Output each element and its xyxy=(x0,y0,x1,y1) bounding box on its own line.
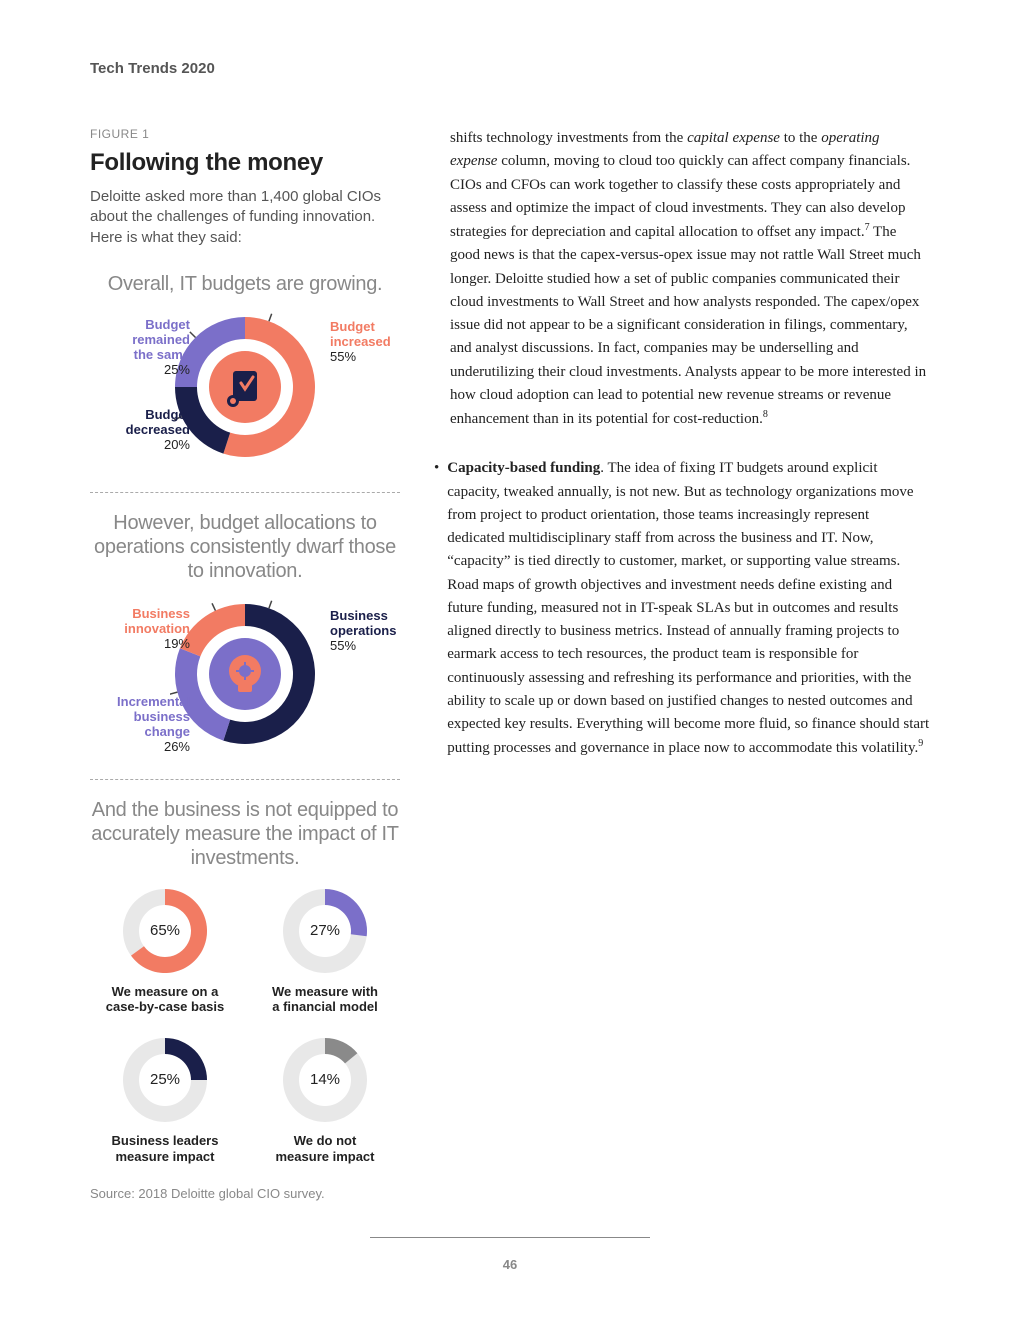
figure-title: Following the money xyxy=(90,149,400,177)
body-column: shifts technology investments from the c… xyxy=(450,127,930,1201)
label-budget-increased: Budget increased 55% xyxy=(330,320,391,365)
bullet-marker: • xyxy=(434,457,439,766)
label-operations: Business operations 55% xyxy=(330,609,396,654)
label-budget-same: Budget remained the same 25% xyxy=(132,318,190,378)
mini-label: We do notmeasure impact xyxy=(250,1133,400,1164)
label-innovation: Business innovation 19% xyxy=(124,607,190,652)
section2-heading: However, budget allocations to operation… xyxy=(90,511,400,583)
mini-pct: 25% xyxy=(120,1035,210,1125)
footer-rule xyxy=(370,1237,650,1238)
mini-donut-2: 25% Business leadersmeasure impact xyxy=(90,1035,240,1164)
mini-donut-3: 14% We do notmeasure impact xyxy=(250,1035,400,1164)
mini-pct: 14% xyxy=(280,1035,370,1125)
mini-pct: 65% xyxy=(120,886,210,976)
donut-chart-allocation: Business innovation 19% Incremental busi… xyxy=(90,599,400,759)
mini-label: We measure witha financial model xyxy=(250,984,400,1015)
mini-donut-grid: 65% We measure on acase-by-case basis 27% W… xyxy=(90,886,400,1164)
section3-heading: And the business is not equipped to accu… xyxy=(90,798,400,870)
mini-label: Business leadersmeasure impact xyxy=(90,1133,240,1164)
mini-pct: 27% xyxy=(280,886,370,976)
doc-header: Tech Trends 2020 xyxy=(90,60,930,77)
donut-chart-budget: Budget remained the same 25% Budget decr… xyxy=(90,312,400,472)
section1-heading: Overall, IT budgets are growing. xyxy=(90,272,400,296)
divider-1 xyxy=(90,492,400,493)
bullet-text: Capacity-based funding. The idea of fixi… xyxy=(447,457,930,760)
bullet-capacity-funding: • Capacity-based funding. The idea of fi… xyxy=(450,457,930,766)
label-incremental: Incremental business change 26% xyxy=(117,695,190,755)
donut1-svg xyxy=(170,312,320,462)
mini-donut-1: 27% We measure witha financial model xyxy=(250,886,400,1015)
mini-donut-0: 65% We measure on acase-by-case basis xyxy=(90,886,240,1015)
donut2-svg xyxy=(170,599,320,749)
figure-label: FIGURE 1 xyxy=(90,127,400,141)
label-budget-decreased: Budget decreased 20% xyxy=(126,408,190,453)
body-para-1: shifts technology investments from the c… xyxy=(450,127,930,431)
page-number: 46 xyxy=(0,1257,1020,1272)
mini-label: We measure on acase-by-case basis xyxy=(90,984,240,1015)
figure-intro: Deloitte asked more than 1,400 global CI… xyxy=(90,187,400,248)
figure-source: Source: 2018 Deloitte global CIO survey. xyxy=(90,1186,400,1201)
divider-2 xyxy=(90,779,400,780)
